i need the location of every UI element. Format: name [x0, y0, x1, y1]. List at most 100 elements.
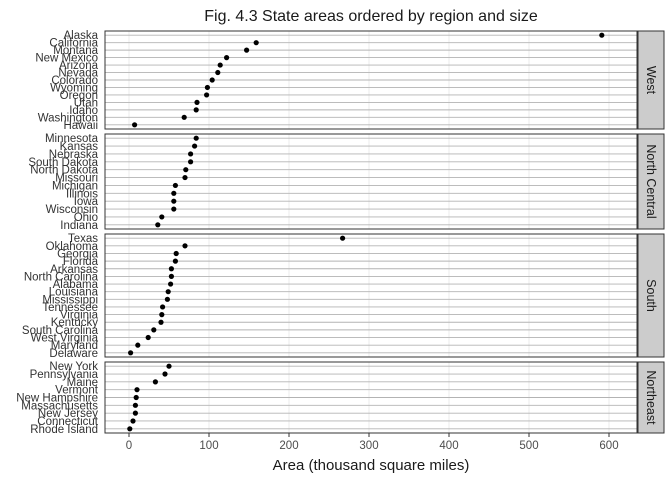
state-label: North Carolina [24, 271, 99, 283]
state-label: Oregon [60, 90, 98, 102]
state-label: Michigan [52, 180, 98, 192]
state-label: Nevada [58, 68, 98, 80]
state-label: New Jersey [38, 408, 98, 420]
state-label: Maine [67, 377, 98, 389]
state-label: Vermont [55, 385, 99, 397]
state-label: Tennessee [42, 302, 98, 314]
state-label: Ohio [74, 212, 98, 224]
data-point [181, 114, 187, 120]
data-point [244, 47, 250, 53]
state-label: California [49, 38, 98, 50]
data-point [132, 402, 138, 408]
data-point [132, 122, 138, 128]
state-label: Colorado [51, 75, 98, 87]
panel-background [105, 234, 637, 357]
chart-title: Fig. 4.3 State areas ordered by region a… [204, 8, 538, 25]
facet-strip [637, 233, 665, 358]
data-point [193, 107, 199, 113]
data-point [188, 151, 194, 157]
x-axis-title: Area (thousand square miles) [273, 457, 470, 474]
state-label: Arizona [59, 60, 99, 72]
state-label: Wisconsin [46, 204, 98, 216]
state-label: Alabama [53, 279, 99, 291]
x-axis: 0 100 200 300 400 500 600 [126, 433, 619, 452]
state-label: Louisiana [49, 287, 99, 299]
data-point [168, 281, 174, 287]
data-point [134, 387, 140, 393]
data-point [215, 69, 221, 76]
data-point [172, 258, 178, 264]
data-point [145, 334, 151, 341]
data-point [162, 371, 168, 377]
state-label: Missouri [55, 173, 98, 185]
facet-strip [637, 30, 665, 130]
data-point [194, 99, 200, 105]
state-label: Montana [53, 45, 98, 57]
panel-background [105, 134, 637, 229]
data-point [159, 312, 165, 318]
state-label: South Dakota [28, 157, 98, 169]
state-label: Utah [74, 97, 98, 109]
x-tick-label: 500 [519, 440, 538, 452]
data-point [188, 159, 194, 165]
facet-strip-label: West [644, 66, 658, 95]
data-point [171, 190, 177, 196]
state-label: Maryland [51, 340, 98, 352]
data-point [133, 394, 139, 401]
data-point [182, 243, 188, 249]
data-point [160, 304, 166, 310]
state-label: New York [49, 361, 98, 373]
data-point [173, 250, 179, 257]
data-point [158, 319, 164, 325]
data-point [209, 77, 215, 83]
facet-strip [637, 361, 665, 434]
x-tick-label: 0 [126, 440, 132, 452]
data-point [171, 206, 177, 212]
state-label: Washington [38, 112, 98, 124]
state-label: Rhode Island [30, 424, 98, 436]
panel-border [104, 361, 638, 434]
state-label: Minnesota [45, 133, 99, 145]
state-label: Mississippi [42, 294, 98, 306]
state-label: Iowa [74, 196, 99, 208]
data-point [152, 379, 158, 385]
state-label: Nebraska [49, 149, 99, 161]
state-label: Georgia [57, 248, 99, 260]
data-point [340, 235, 346, 241]
data-point [127, 426, 133, 432]
data-point [151, 327, 157, 333]
state-label: Kansas [60, 141, 99, 153]
x-tick-label: 400 [439, 440, 458, 452]
state-label: Massachusetts [21, 400, 98, 412]
state-label: Arkansas [50, 264, 98, 276]
panel-border [104, 133, 638, 230]
facet-strip-label: North Central [644, 144, 658, 218]
x-tick-label: 600 [599, 440, 618, 452]
state-label: Hawaii [63, 120, 98, 132]
state-label: Oklahoma [46, 241, 99, 253]
data-point [135, 342, 141, 348]
x-tick-label: 100 [199, 440, 218, 452]
state-label: West Virginia [31, 333, 99, 345]
state-label: Indiana [60, 220, 98, 232]
data-point [253, 40, 259, 46]
state-label: Illinois [66, 188, 98, 200]
x-tick-label: 300 [359, 440, 378, 452]
facet-strip [637, 133, 665, 230]
state-label: Delaware [49, 348, 98, 360]
data-point [171, 198, 177, 204]
data-point [193, 135, 199, 141]
facet-strip-label: Northeast [644, 370, 658, 425]
data-point [224, 55, 230, 61]
state-label: North Dakota [30, 165, 98, 177]
data-point [204, 92, 210, 98]
data-point [164, 296, 170, 302]
data-point [165, 289, 171, 295]
state-label: Florida [63, 256, 99, 268]
facet-strip-label: South [644, 279, 658, 312]
